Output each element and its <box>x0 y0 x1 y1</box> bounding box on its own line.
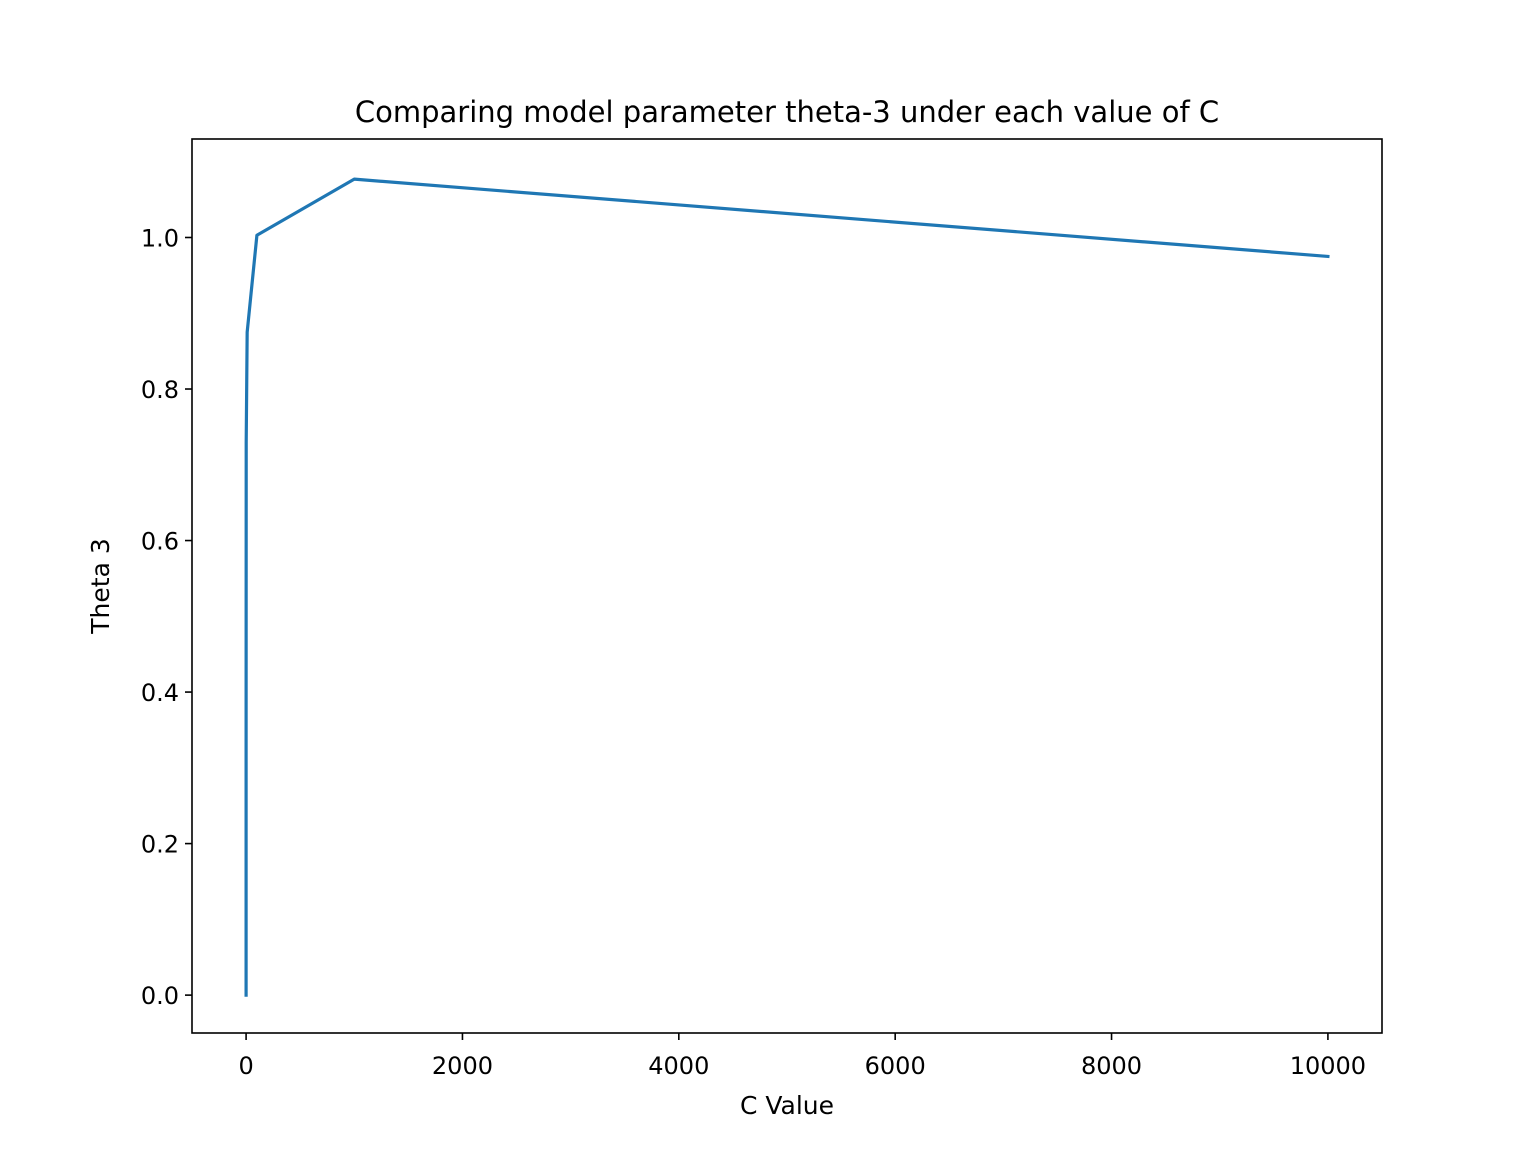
axes-frame <box>191 138 1383 1034</box>
x-axis: 0 2000 4000 6000 8000 10000 <box>238 1033 1366 1080</box>
y-tick-label: 0.4 <box>141 679 179 707</box>
y-tick-label: 0.8 <box>141 376 179 404</box>
plot-area <box>191 138 1383 1034</box>
x-tick-label: 8000 <box>1081 1052 1142 1080</box>
series-line-0 <box>244 177 1330 997</box>
chart-title: Comparing model parameter theta-3 under … <box>355 95 1219 129</box>
x-axis-label: C Value <box>740 1091 834 1120</box>
y-tick-label: 0.0 <box>141 982 179 1010</box>
x-tick-label: 0 <box>238 1052 253 1080</box>
y-axis-label: Theta 3 <box>86 538 115 634</box>
x-tick-label: 10000 <box>1290 1052 1366 1080</box>
y-axis: 0.0 0.2 0.4 0.6 0.8 1.0 <box>141 224 192 1010</box>
y-tick-label: 0.6 <box>141 528 179 556</box>
x-tick-label: 6000 <box>865 1052 926 1080</box>
x-tick-label: 4000 <box>648 1052 709 1080</box>
x-tick-label: 2000 <box>432 1052 493 1080</box>
y-tick-label: 0.2 <box>141 831 179 859</box>
y-tick-label: 1.0 <box>141 224 179 252</box>
